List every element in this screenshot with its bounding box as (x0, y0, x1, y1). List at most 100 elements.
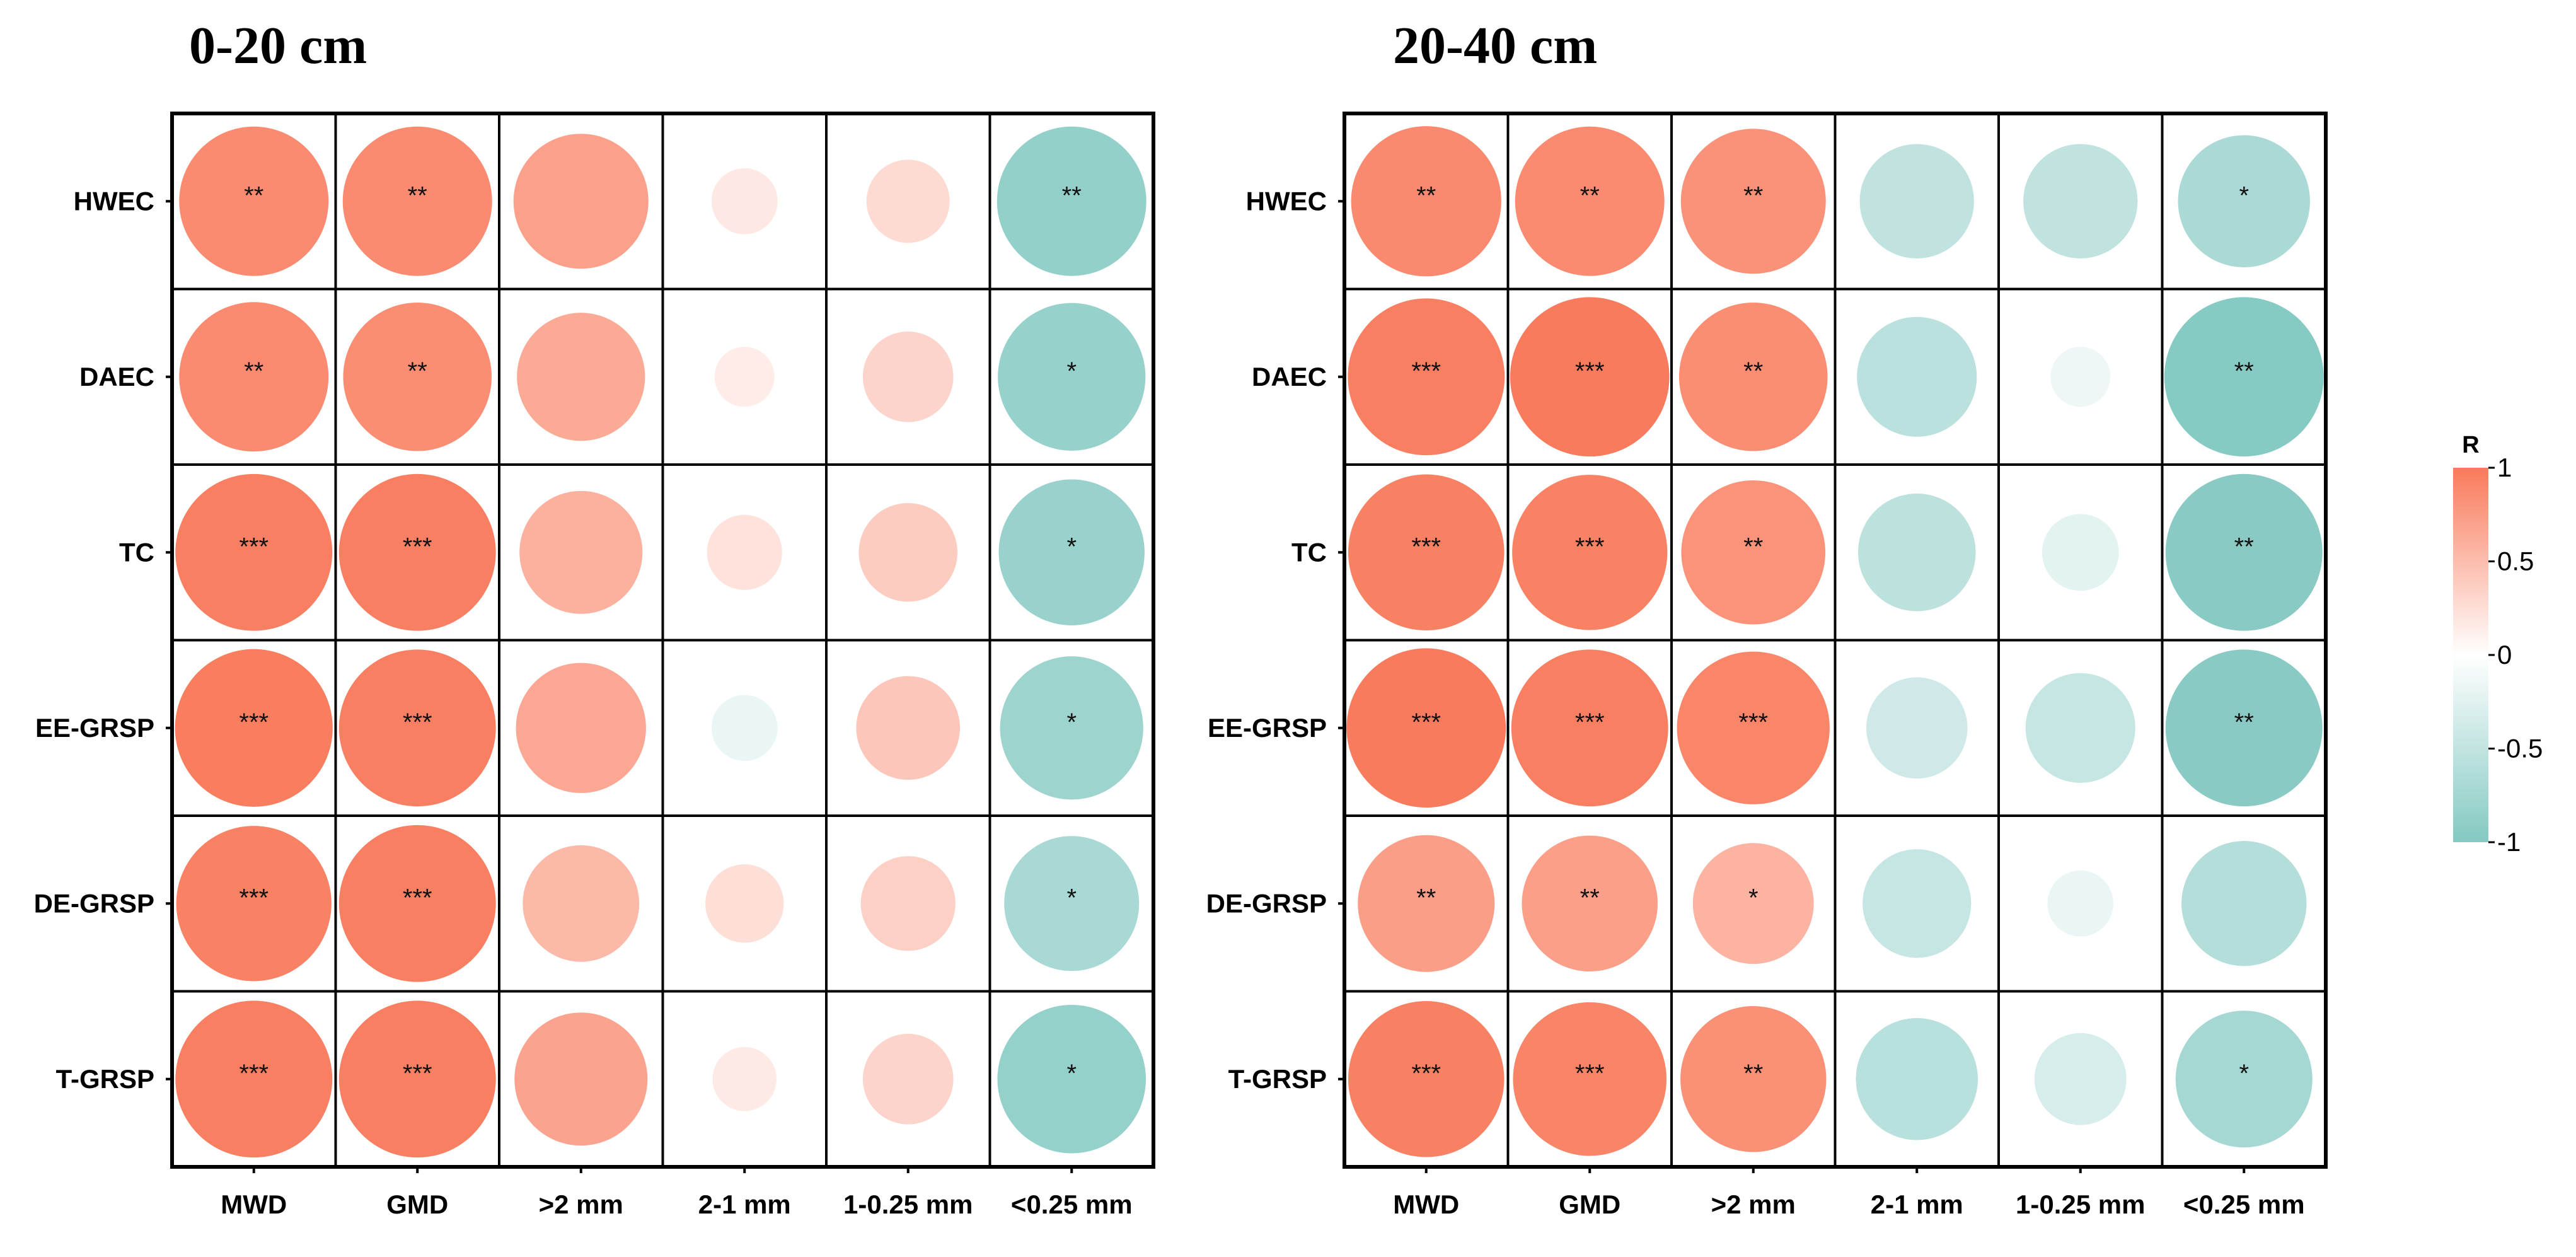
correlation-circle (2047, 870, 2114, 937)
legend-tick-label: -0.5 (2497, 734, 2543, 763)
significance-label: * (2239, 1060, 2249, 1087)
significance-label: * (1066, 709, 1077, 736)
correlation-circle (712, 1046, 777, 1111)
correlation-circle (1348, 1000, 1505, 1157)
correlation-circle (338, 473, 496, 631)
correlation-circle (517, 313, 645, 441)
column-label: GMD (1559, 1190, 1620, 1219)
significance-label: * (1066, 357, 1077, 385)
correlation-circle (705, 864, 784, 943)
correlation-circle (338, 649, 496, 807)
column-label: MWD (1393, 1190, 1459, 1219)
correlation-circle (1857, 493, 1976, 611)
row-label: DAEC (1252, 362, 1327, 391)
correlation-circle (2175, 1011, 2313, 1148)
correlation-circle (1863, 849, 1972, 958)
column-label: 2-1 mm (1871, 1190, 1963, 1219)
significance-label: * (1748, 884, 1759, 912)
correlation-circle (1856, 1018, 1978, 1140)
correlation-circle (1513, 1002, 1667, 1156)
correlation-circle (1680, 129, 1826, 274)
significance-label: * (1066, 884, 1077, 912)
correlation-circle (1515, 126, 1665, 276)
column-label: 2-1 mm (698, 1190, 791, 1219)
correlation-circle (1512, 475, 1668, 630)
correlation-circle (1346, 648, 1506, 808)
correlation-circle (513, 134, 649, 269)
correlation-circle (2023, 144, 2138, 258)
correlation-circle (2178, 135, 2310, 267)
correlation-circle (1348, 474, 1505, 631)
correlation-circle (176, 826, 332, 982)
significance-label: *** (403, 533, 432, 560)
column-label: <0.25 mm (1011, 1190, 1133, 1219)
column-label: >2 mm (539, 1190, 623, 1219)
significance-label: *** (403, 884, 432, 912)
row-label: DAEC (79, 362, 154, 391)
correlation-circle (711, 168, 778, 235)
correlation-circle (860, 856, 956, 951)
column-label: <0.25 mm (2183, 1190, 2305, 1219)
correlation-circle (711, 695, 778, 762)
row-label: DE-GRSP (1206, 888, 1327, 918)
correlation-circle (856, 676, 961, 780)
significance-label: ** (1743, 357, 1763, 385)
significance-label: *** (1575, 533, 1605, 560)
correlation-circle (2050, 347, 2111, 407)
correlation-circle (1348, 298, 1505, 456)
correlation-circle (862, 331, 954, 422)
significance-label: *** (239, 533, 269, 560)
row-label: EE-GRSP (35, 713, 154, 743)
legend-tick-label: 1 (2497, 453, 2512, 482)
correlation-circle (1522, 835, 1658, 972)
significance-label: ** (1580, 884, 1600, 912)
correlation-circle (858, 502, 958, 602)
significance-label: *** (403, 709, 432, 736)
significance-label: *** (1411, 533, 1441, 560)
correlation-circle (175, 473, 333, 631)
correlation-circle (179, 302, 329, 452)
significance-label: *** (1411, 709, 1441, 736)
correlation-circle (514, 1012, 648, 1146)
correlation-circle (1358, 835, 1495, 972)
correlation-circle (866, 159, 950, 243)
column-label: >2 mm (1711, 1190, 1796, 1219)
legend-title: R (2462, 432, 2479, 458)
significance-label: *** (1575, 709, 1605, 736)
correlation-circle (175, 649, 333, 807)
correlation-circle (1510, 297, 1670, 457)
significance-label: *** (1411, 1060, 1441, 1087)
correlation-circle (343, 302, 492, 451)
significance-label: * (1066, 533, 1077, 560)
significance-label: *** (1411, 357, 1441, 385)
grid-border (1343, 112, 2328, 1169)
significance-label: ** (1416, 884, 1436, 912)
colorbar (2453, 468, 2488, 842)
grid-border (170, 112, 1155, 1169)
correlation-circle (997, 1004, 1146, 1154)
significance-label: ** (1743, 533, 1763, 560)
correlation-circle (338, 1000, 496, 1158)
significance-label: *** (403, 1060, 432, 1087)
correlation-circle (175, 1000, 333, 1158)
correlation-circle (998, 303, 1146, 451)
correlation-circle (996, 126, 1146, 276)
correlation-circle (1004, 836, 1140, 971)
correlation-circle (2164, 297, 2324, 457)
significance-label: ** (1743, 182, 1763, 209)
correlation-circle (523, 845, 640, 962)
row-label: T-GRSP (56, 1064, 154, 1094)
correlation-circle (2181, 841, 2307, 966)
significance-label: ** (2234, 533, 2254, 560)
column-label: MWD (221, 1190, 287, 1219)
correlation-circle (1677, 651, 1830, 804)
panel-title: 0-20 cm (189, 16, 367, 75)
significance-label: ** (408, 182, 427, 209)
significance-label: ** (1743, 1060, 1763, 1087)
correlation-circle (1511, 649, 1668, 807)
correlation-circle (2025, 673, 2135, 783)
significance-label: *** (239, 884, 269, 912)
significance-label: *** (1738, 709, 1768, 736)
